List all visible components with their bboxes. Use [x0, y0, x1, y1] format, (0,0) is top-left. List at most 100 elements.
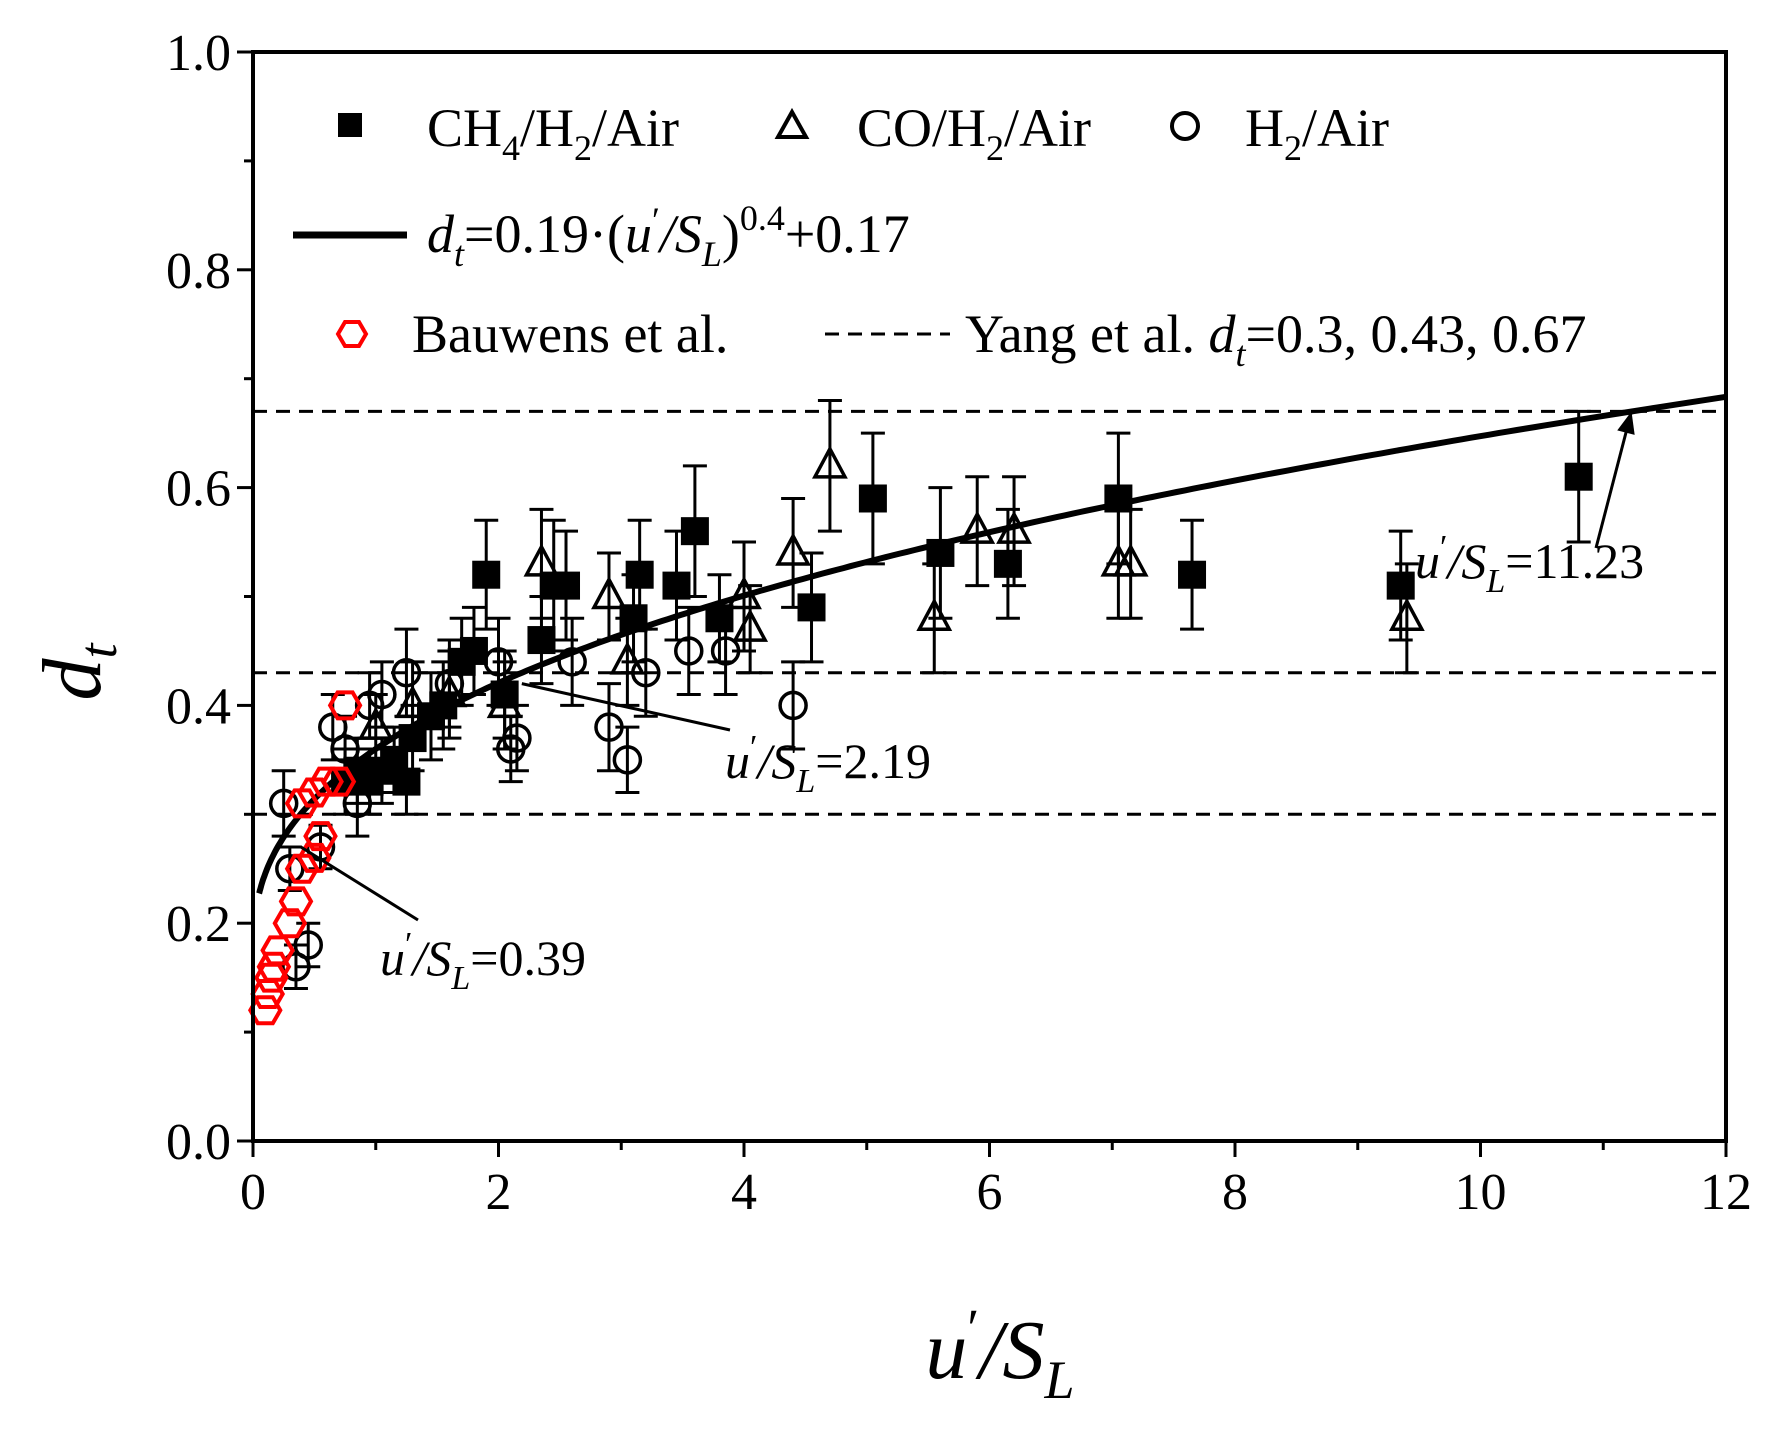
y-tick-label: 0.2 [166, 896, 231, 953]
data-point-triangle [996, 510, 1032, 544]
x-tick-label: 6 [977, 1164, 1003, 1221]
legend-marker-co [774, 107, 810, 139]
annotation-label-part: =11.23 [1505, 533, 1644, 589]
data-point-square [1564, 462, 1593, 491]
data-point-hexagon [260, 935, 295, 966]
data-point-circle [778, 690, 808, 721]
data-point-square [472, 560, 501, 589]
data-point-hexagon [321, 766, 357, 797]
data-point-hexagon [272, 908, 308, 939]
annotation-label-2: u′/SL=11.23 [1415, 529, 1644, 600]
y-tick-label: 0.0 [166, 1114, 231, 1171]
data-point-circle [557, 647, 587, 677]
data-point-square [858, 484, 887, 513]
x-tick-label: 2 [486, 1164, 512, 1221]
legend-label-fit: dt=0.19·(u′/SL)0.4+0.17 [427, 198, 910, 274]
annotation-leader-1 [521, 682, 731, 732]
annotation-leader-2 [1594, 410, 1633, 549]
series-0 [331, 409, 1593, 816]
data-point-hexagon [297, 842, 332, 873]
axes: 0 2 4 6 8 10 12 0.0 0.2 0.4 0.6 0.8 1.0 [166, 25, 1752, 1221]
annotation-label-part: u [380, 930, 405, 986]
annotation-label-part: /S [754, 733, 796, 789]
annotation-label-part: ′ [405, 926, 412, 963]
reference-lines [253, 409, 1726, 816]
data-point-hexagon [250, 979, 286, 1009]
data-point-triangle [959, 510, 996, 544]
data-point-triangle [812, 445, 848, 479]
data-point-circle [268, 788, 299, 819]
data-point-triangle [916, 597, 953, 632]
legend-marker-ch4 [338, 113, 362, 137]
x-tick-label: 4 [731, 1164, 757, 1221]
data-point-square [625, 560, 654, 589]
data-point-circle [330, 734, 360, 764]
annotation-label-0: u′/SL=0.39 [380, 926, 586, 997]
y-tick-label: 0.6 [166, 461, 231, 518]
data-point-square [662, 571, 691, 600]
data-point-circle [502, 723, 532, 753]
data-point-square [392, 767, 421, 796]
legend-label-bauwens: Bauwens et al. [412, 304, 728, 364]
data-point-hexagon [256, 951, 292, 982]
legend-marker-h2 [1170, 111, 1200, 141]
y-tick-label: 1.0 [166, 25, 231, 82]
data-point-hexagon [278, 886, 314, 917]
data-point-circle [612, 745, 643, 775]
data-point-circle [483, 647, 514, 677]
data-point-square [680, 517, 709, 546]
legend-marker-bauwens [335, 320, 369, 348]
data-point-circle [293, 930, 323, 960]
data-point-circle [275, 854, 305, 884]
annotation-label-part: =0.39 [470, 930, 586, 986]
x-tick-label: 8 [1222, 1164, 1248, 1221]
annotation-label-part: u [725, 733, 750, 789]
data-point-square [1104, 484, 1133, 513]
legend-label-yang: Yang et al. dt=0.3, 0.43, 0.67 [965, 304, 1587, 374]
legend-label-ch4: CH4/H2/Air [427, 98, 679, 168]
data-point-square [993, 549, 1022, 578]
annotation-label-part: ′ [750, 729, 757, 766]
data-point-hexagon [297, 777, 332, 808]
annotation-arrowhead-2 [1617, 411, 1635, 435]
legend: CH4/H2/Air CO/H2/Air H2/Air dt=0.19·(u′/… [293, 98, 1587, 374]
annotation-label-part: =2.19 [815, 733, 931, 789]
annotation-label-part: L [795, 763, 815, 800]
data-point-circle [631, 657, 661, 688]
x-tick-label: 12 [1700, 1164, 1752, 1221]
annotation-label-part: /S [409, 930, 451, 986]
x-axis-title: u′/SL [925, 1298, 1074, 1410]
annotation-label-part: /S [1444, 533, 1486, 589]
data-point-triangle [732, 608, 769, 642]
data-point-triangle [1388, 597, 1425, 632]
annotation-leader-0 [300, 845, 419, 922]
data-point-square [459, 636, 488, 665]
y-tick-label: 0.8 [166, 243, 231, 300]
annotation-label-1: u′/SL=2.19 [725, 729, 931, 800]
data-point-triangle [591, 575, 627, 610]
data-point-circle [391, 657, 422, 688]
annotation-label-part: L [1485, 563, 1505, 600]
data-point-hexagon [327, 690, 363, 721]
data-point-square [926, 538, 955, 567]
legend-label-co: CO/H2/Air [857, 98, 1091, 168]
annotation-label-part: u [1415, 533, 1440, 589]
data-point-circle [367, 679, 397, 710]
annotation-label-part: ′ [1440, 529, 1447, 566]
data-point-hexagon [247, 995, 283, 1026]
data-point-circle [710, 636, 741, 666]
data-point-square [1386, 571, 1415, 600]
data-point-triangle [523, 543, 560, 577]
y-tick-label: 0.4 [166, 678, 231, 735]
series-3 [247, 690, 363, 1026]
data-point-circle [434, 668, 465, 699]
data-point-hexagon [284, 853, 320, 884]
annotation-label-part: L [450, 960, 470, 997]
data-point-hexagon [284, 788, 320, 819]
annotations: u′/SL=0.39u′/SL=2.19u′/SL=11.23 [300, 410, 1644, 997]
x-tick-label: 0 [240, 1164, 266, 1221]
legend-label-h2: H2/Air [1245, 98, 1389, 168]
data-point-square [1178, 560, 1207, 589]
data-point-triangle [609, 641, 646, 675]
